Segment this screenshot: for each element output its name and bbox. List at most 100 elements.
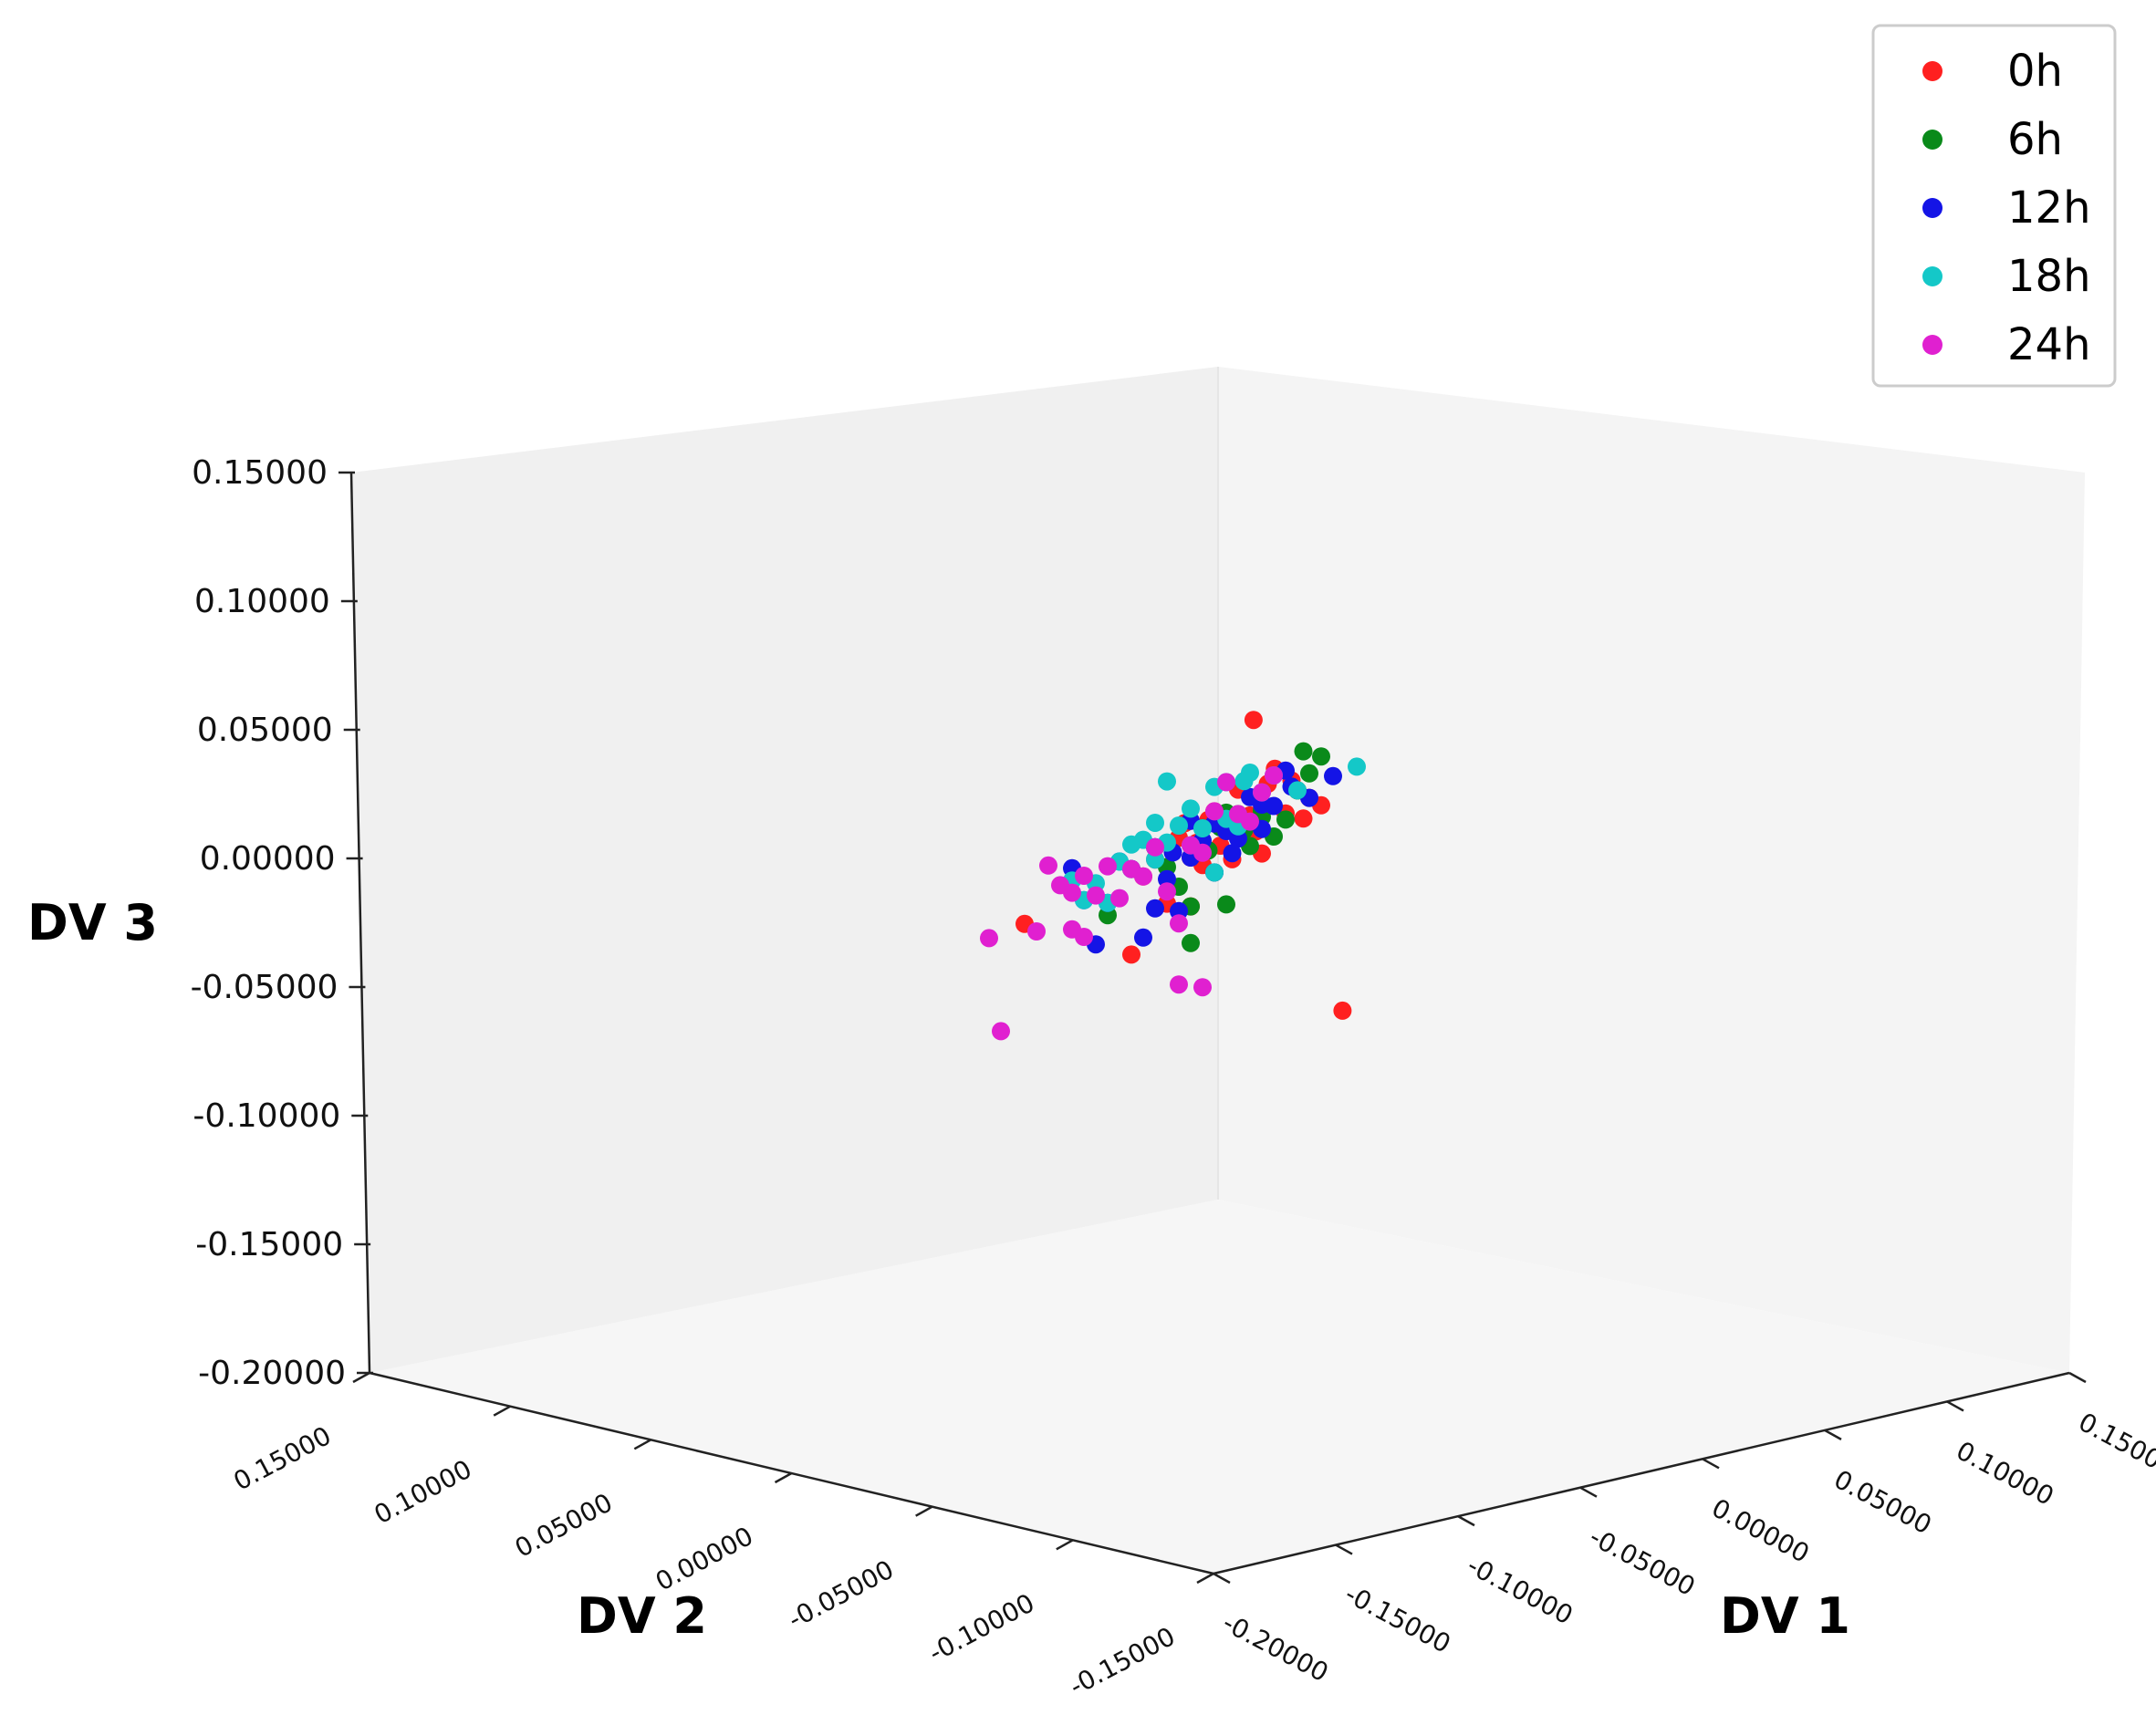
point-18h <box>1170 816 1188 835</box>
y-tick-label: 0.05000 <box>510 1487 618 1564</box>
point-24h <box>1134 867 1152 886</box>
point-18h <box>1182 799 1200 818</box>
point-24h <box>1253 783 1271 802</box>
legend-label-18h: 18h <box>2007 251 2091 302</box>
x-tick-label: 0.15000 <box>2074 1407 2156 1483</box>
point-12h <box>1146 899 1164 918</box>
point-18h <box>1234 772 1254 791</box>
z-axis-ticks: 0.15000 0.10000 0.05000 0.00000 -0.05000 -0.1… <box>191 454 373 1392</box>
z-tick-label: 0.00000 <box>200 840 336 878</box>
point-24h <box>1110 889 1129 908</box>
z-tick-label: -0.15000 <box>195 1226 343 1263</box>
point-24h <box>1099 857 1117 876</box>
y-tick-label: -0.05000 <box>783 1554 899 1635</box>
z-tick-label: 0.15000 <box>192 454 328 492</box>
point-18h <box>1193 819 1212 837</box>
x-tick-label: 0.10000 <box>1952 1435 2059 1512</box>
x-axis-title: DV 1 <box>1720 1587 1850 1645</box>
point-12h <box>1265 796 1283 816</box>
x-tick-label: -0.20000 <box>1218 1607 1334 1688</box>
point-24h <box>1217 773 1235 792</box>
point-18h <box>1146 814 1164 832</box>
x-tick-mark <box>1702 1458 1720 1470</box>
floor-pane <box>370 1200 2069 1574</box>
legend-marker-12h <box>1922 198 1942 218</box>
point-24h <box>1063 883 1081 902</box>
x-tick-mark <box>1457 1515 1475 1527</box>
point-12h <box>1324 766 1342 785</box>
point-6h <box>1276 810 1295 829</box>
y-tick-mark <box>915 1505 933 1517</box>
legend-marker-18h <box>1922 266 1942 286</box>
legend-label-12h: 12h <box>2007 182 2091 234</box>
point-24h <box>1193 843 1212 862</box>
x-tick-mark <box>2068 1371 2087 1384</box>
y-tick-mark <box>493 1405 511 1417</box>
x-tick-mark <box>1946 1400 1964 1412</box>
point-12h <box>1134 928 1152 947</box>
point-24h <box>1075 928 1093 946</box>
point-0h <box>1244 711 1263 730</box>
point-6h <box>1312 747 1330 766</box>
point-24h <box>1241 812 1259 831</box>
x-tick-mark <box>1824 1429 1842 1440</box>
x-tick-label: 0.00000 <box>1707 1492 1815 1569</box>
point-24h <box>1039 856 1057 875</box>
point-6h <box>1217 895 1235 914</box>
y-tick-mark <box>774 1471 793 1484</box>
z-tick-label: -0.10000 <box>193 1097 340 1135</box>
point-18h <box>1158 772 1176 791</box>
legend-marker-24h <box>1922 335 1942 355</box>
legend-marker-6h <box>1922 130 1942 150</box>
back-left-pane <box>351 367 1218 1373</box>
y-tick-label: 0.00000 <box>651 1521 758 1597</box>
x-tick-mark <box>1579 1486 1598 1498</box>
y-tick-mark <box>1196 1572 1214 1585</box>
x-tick-label: 0.05000 <box>1829 1464 1937 1541</box>
legend: 0h 6h 12h 18h 24h <box>1871 24 2117 388</box>
legend-label-6h: 6h <box>2007 114 2063 165</box>
x-tick-label: -0.15000 <box>1340 1579 1456 1659</box>
x-tick-mark <box>1213 1572 1231 1585</box>
y-axis-title: DV 2 <box>577 1587 707 1645</box>
z-tick-label: -0.05000 <box>191 969 339 1006</box>
point-18h <box>1348 757 1366 776</box>
point-0h <box>1294 809 1313 828</box>
y-tick-label: -0.15000 <box>1065 1621 1181 1701</box>
z-tick-label: 0.10000 <box>194 583 330 620</box>
back-right-pane <box>1218 367 2085 1373</box>
y-tick-mark <box>352 1371 370 1384</box>
point-18h <box>1288 781 1307 800</box>
point-24h <box>980 929 998 948</box>
point-24h <box>1075 867 1093 885</box>
legend-box <box>1871 24 2117 388</box>
point-18h <box>1205 863 1224 882</box>
point-0h <box>1122 945 1140 964</box>
y-tick-mark <box>1056 1539 1074 1551</box>
y-tick-label: 0.15000 <box>229 1420 337 1497</box>
point-24h <box>1170 975 1188 994</box>
point-24h <box>992 1022 1010 1041</box>
point-6h <box>1182 933 1200 952</box>
y-tick-label: 0.10000 <box>370 1454 477 1531</box>
x-axis-line <box>1213 1371 2070 1575</box>
z-axis-line <box>349 472 371 1374</box>
point-24h <box>1087 886 1105 905</box>
legend-label-0h: 0h <box>2007 46 2063 97</box>
point-24h <box>1265 766 1283 785</box>
point-24h <box>1205 802 1224 821</box>
data-points <box>980 711 1366 1041</box>
x-tick-label: -0.10000 <box>1463 1550 1578 1630</box>
y-tick-label: -0.10000 <box>923 1587 1039 1668</box>
x-tick-label: -0.05000 <box>1585 1522 1701 1602</box>
point-24h <box>1193 978 1212 997</box>
z-axis-title: DV 3 <box>27 894 158 951</box>
x-tick-mark <box>1335 1544 1353 1555</box>
point-24h <box>1170 914 1188 933</box>
y-tick-mark <box>633 1439 651 1450</box>
z-tick-label: -0.20000 <box>198 1355 346 1392</box>
point-24h <box>1027 922 1046 941</box>
z-tick-label: 0.05000 <box>197 712 333 749</box>
point-24h <box>1158 882 1176 901</box>
